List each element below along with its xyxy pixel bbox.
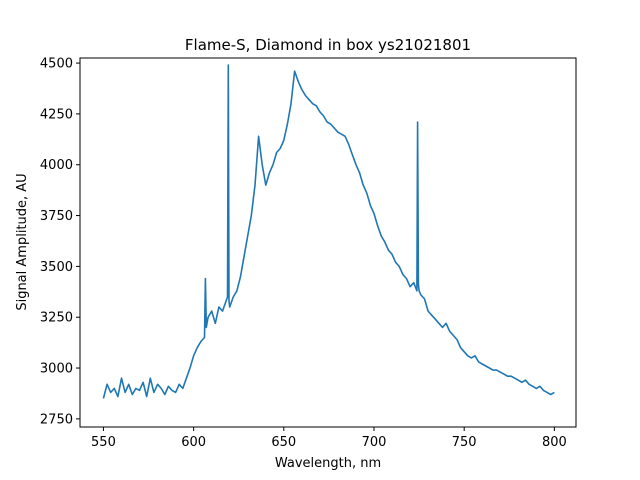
x-tick-label: 650 (271, 435, 296, 450)
signal-line (102, 64, 555, 399)
y-tick-label: 4250 (40, 107, 73, 122)
y-tick-label: 3500 (40, 260, 73, 275)
y-tick-label: 4500 (40, 57, 73, 72)
x-tick-label: 600 (181, 435, 206, 450)
x-tick-label: 750 (452, 435, 477, 450)
x-tick-label: 800 (542, 435, 567, 450)
x-tick-label: 550 (91, 435, 116, 450)
y-axis-label: Signal Amplitude, AU (15, 173, 30, 310)
x-axis-label: Wavelength, nm (275, 456, 381, 471)
y-tick-label: 4000 (40, 158, 73, 173)
x-axis-ticks: 550 600 650 700 750 800 (91, 427, 567, 450)
y-tick-label: 2750 (40, 412, 73, 427)
y-tick-label: 3000 (40, 362, 73, 377)
y-tick-label: 3750 (40, 209, 73, 224)
y-tick-label: 3250 (40, 311, 73, 326)
chart-title: Flame-S, Diamond in box ys21021801 (185, 36, 471, 54)
y-axis-ticks: 2750 3000 3250 3500 3750 4000 4250 4500 (40, 57, 80, 427)
x-tick-label: 700 (362, 435, 387, 450)
axes-frame (79, 57, 577, 428)
